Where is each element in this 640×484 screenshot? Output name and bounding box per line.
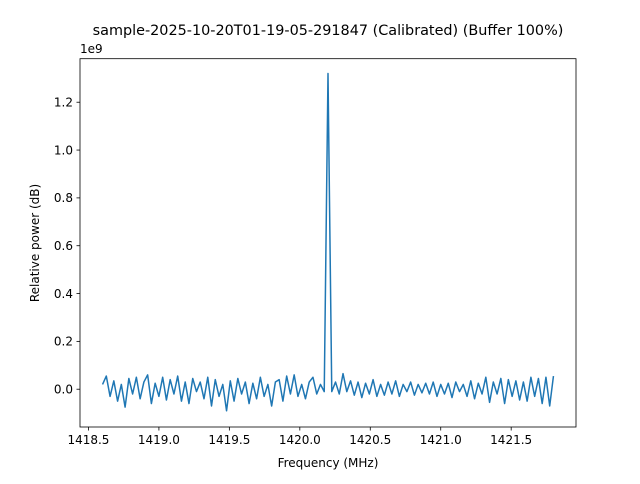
y-offset-label: 1e9 bbox=[80, 42, 103, 56]
x-axis-ticks: 1418.5 1419.0 1419.5 1420.0 1420.5 1421.0 1421… bbox=[67, 427, 532, 447]
x-tick-label: 1421.0 bbox=[420, 433, 462, 447]
y-axis-ticks: 0.0 0.2 0.4 0.6 0.8 1.0 1.2 bbox=[54, 96, 80, 397]
x-tick-label: 1420.0 bbox=[279, 433, 321, 447]
y-tick-label: 0.0 bbox=[54, 383, 73, 397]
x-tick-label: 1419.0 bbox=[138, 433, 180, 447]
axes-frame bbox=[79, 58, 577, 428]
plot-marks bbox=[101, 72, 555, 412]
y-tick-label: 1.0 bbox=[54, 143, 73, 157]
x-tick-label: 1419.5 bbox=[208, 433, 250, 447]
y-tick-label: 1.2 bbox=[54, 96, 73, 110]
series-line bbox=[101, 72, 555, 412]
x-tick-label: 1418.5 bbox=[67, 433, 109, 447]
chart-title: sample-2025-10-20T01-19-05-291847 (Calib… bbox=[93, 23, 564, 39]
x-tick-label: 1420.5 bbox=[349, 433, 391, 447]
y-tick-label: 0.8 bbox=[54, 191, 73, 205]
y-tick-label: 0.6 bbox=[54, 239, 73, 253]
y-tick-label: 0.4 bbox=[54, 287, 73, 301]
x-tick-label: 1421.5 bbox=[490, 433, 532, 447]
y-tick-label: 0.2 bbox=[54, 335, 73, 349]
x-axis-label: Frequency (MHz) bbox=[278, 456, 379, 470]
y-axis-label: Relative power (dB) bbox=[28, 184, 42, 302]
